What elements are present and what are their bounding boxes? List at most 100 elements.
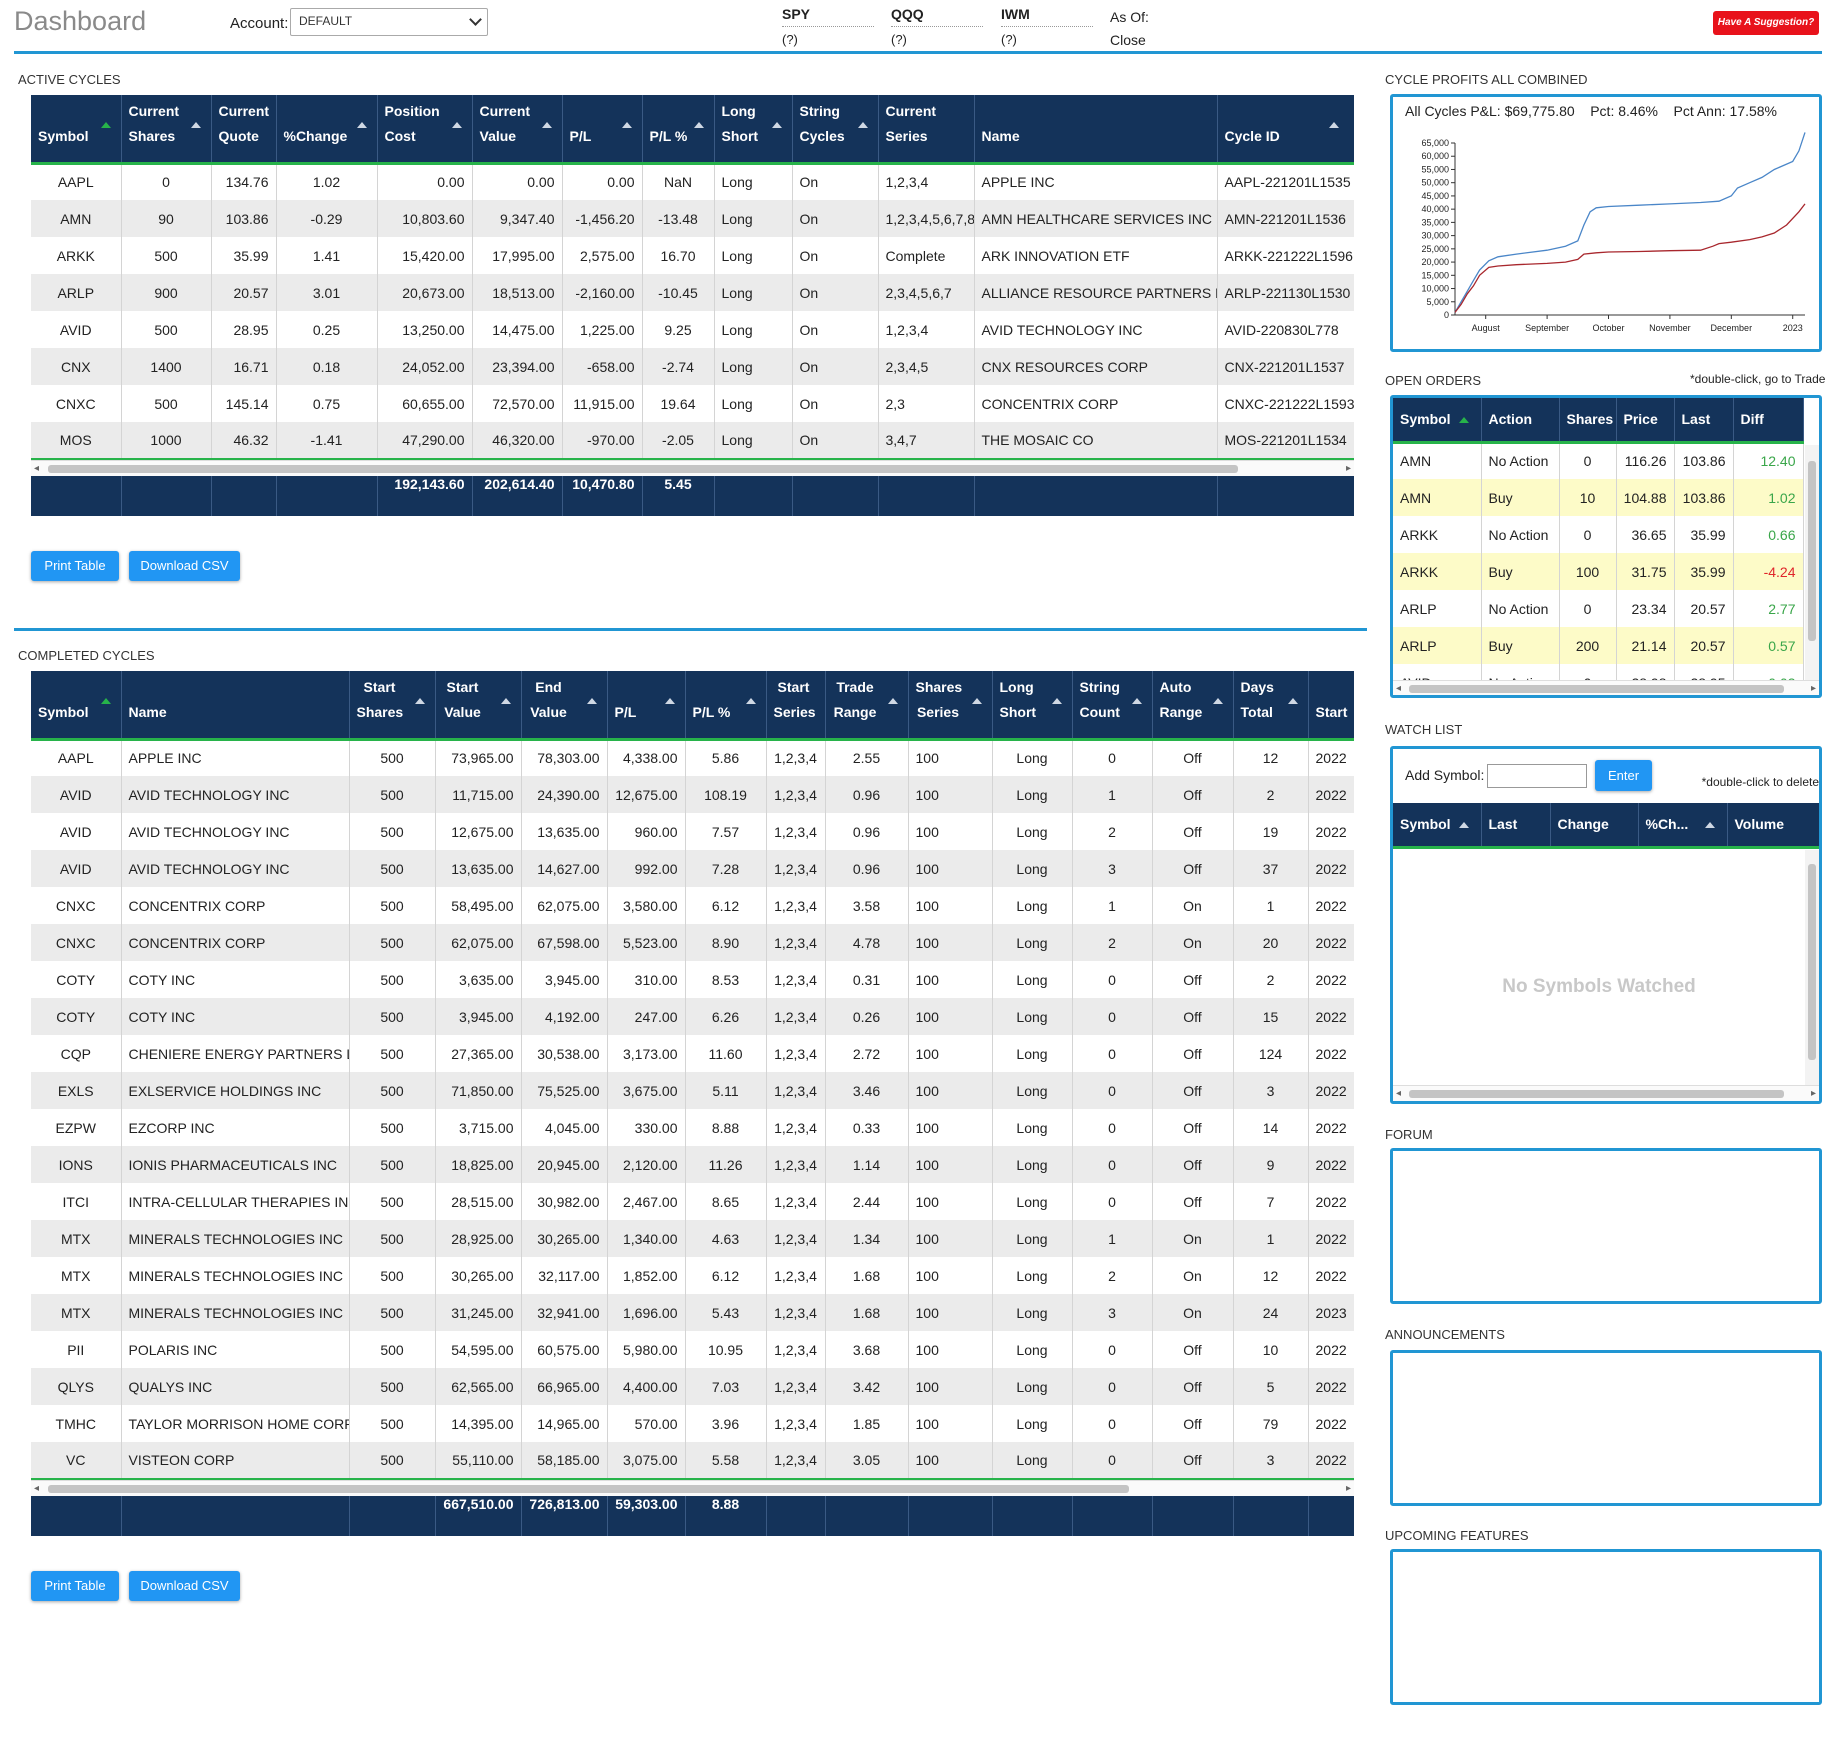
table-row[interactable]: MTX MINERALS TECHNOLOGIES INC 500 28,925.00… [31,1220,1354,1257]
col-trade-range[interactable]: Trade Range [825,671,909,739]
table-row[interactable]: EZPW EZCORP INC 500 3,715.00 4,045.00 330.00 8… [31,1109,1354,1146]
add-symbol-input[interactable] [1487,764,1587,788]
horizontal-scrollbar[interactable]: ◂ ▸ [31,460,1354,476]
col-auto-range[interactable]: Auto Range [1152,671,1234,739]
col-start-shares[interactable]: Start Shares [349,671,436,739]
col-current-quote[interactable]: Current Quote [211,95,277,163]
col-position-cost[interactable]: Position Cost [377,95,473,163]
horizontal-scrollbar[interactable]: ◂ ▸ [1393,680,1819,695]
table-row[interactable]: COTY COTY INC 500 3,635.00 3,945.00 310.00 8.5… [31,961,1354,998]
col-string-count[interactable]: String Count [1072,671,1153,739]
scrollbar-thumb[interactable] [1808,864,1816,1060]
table-row[interactable]: EXLS EXLSERVICE HOLDINGS INC 500 71,850.00 7… [31,1072,1354,1109]
col-diff[interactable]: Diff [1733,398,1804,442]
col-price[interactable]: Price [1616,398,1675,442]
table-row[interactable]: AVID 500 28.95 0.25 13,250.00 14,475.00 1,225.… [31,311,1354,348]
table-row[interactable]: MOS 1000 46.32 -1.41 47,290.00 46,320.00 -970.… [31,422,1354,459]
scroll-right-icon[interactable]: ▸ [1810,683,1816,694]
scrollbar-thumb[interactable] [1808,461,1816,641]
col-last[interactable]: Last [1674,398,1734,442]
col-cycle-id[interactable]: Cycle ID [1217,95,1354,163]
col-name[interactable]: Name [974,95,1218,163]
account-select[interactable]: DEFAULT [290,8,488,36]
col-end-value[interactable]: End Value [521,671,608,739]
table-row[interactable]: CNXC 500 145.14 0.75 60,655.00 72,570.00 11,91… [31,385,1354,422]
table-row[interactable]: QLYS QUALYS INC 500 62,565.00 66,965.00 4,400… [31,1368,1354,1405]
col-volume[interactable]: Volume [1727,803,1819,847]
table-row[interactable]: ARKK 500 35.99 1.41 15,420.00 17,995.00 2,575.… [31,237,1354,274]
table-row[interactable]: PII POLARIS INC 500 54,595.00 60,575.00 5,980… [31,1331,1354,1368]
horizontal-scrollbar[interactable]: ◂ ▸ [31,1480,1354,1496]
table-row[interactable]: ITCI INTRA-CELLULAR THERAPIES INC 500 28,51… [31,1183,1354,1220]
order-row[interactable]: ARKK No Action 0 36.65 35.99 0.66 [1393,516,1804,553]
col-long-short[interactable]: Long Short [714,95,793,163]
download-csv-button[interactable]: Download CSV [129,551,240,581]
col-current-value[interactable]: Current Value [472,95,563,163]
vertical-scrollbar[interactable] [1805,850,1819,1086]
col-start[interactable]: Start [1308,671,1354,739]
print-table-button[interactable]: Print Table [31,551,119,581]
col-start-value[interactable]: Start Value [435,671,522,739]
download-csv-button[interactable]: Download CSV [129,1571,240,1601]
col-pl-pct[interactable]: P/L % [642,95,715,163]
col-current-series[interactable]: Current Series [878,95,975,163]
col-shares-series[interactable]: Shares Series [908,671,993,739]
table-row[interactable]: VC VISTEON CORP 500 55,110.00 58,185.00 3,075… [31,1442,1354,1479]
table-row[interactable]: AVID AVID TECHNOLOGY INC 500 11,715.00 24,39… [31,776,1354,813]
scroll-right-icon[interactable]: ▸ [1345,1483,1351,1494]
col-symbol[interactable]: Symbol [31,95,122,163]
col-start-series[interactable]: Start Series [766,671,826,739]
scrollbar-thumb[interactable] [48,1485,1129,1493]
table-row[interactable]: COTY COTY INC 500 3,945.00 4,192.00 247.00 6.2… [31,998,1354,1035]
table-row[interactable]: MTX MINERALS TECHNOLOGIES INC 500 31,245.00… [31,1294,1354,1331]
table-row[interactable]: CQP CHENIERE ENERGY PARTNERS LP 500 27,365.… [31,1035,1354,1072]
col-symbol[interactable]: Symbol [1393,398,1482,442]
col-symbol[interactable]: Symbol [31,671,122,739]
table-row[interactable]: AMN 90 103.86 -0.29 10,803.60 9,347.40 -1,456.… [31,200,1354,237]
table-row[interactable]: AAPL 0 134.76 1.02 0.00 0.00 0.00 NaN Long On 1,2,… [31,163,1354,200]
col-long-short[interactable]: Long Short [992,671,1073,739]
table-row[interactable]: CNX 1400 16.71 0.18 24,052.00 23,394.00 -658.0… [31,348,1354,385]
suggestion-button[interactable]: Have A Suggestion? [1713,11,1819,35]
scroll-left-icon[interactable]: ◂ [1396,683,1402,694]
table-row[interactable]: TMHC TAYLOR MORRISON HOME CORP 500 14,395.0… [31,1405,1354,1442]
col-last[interactable]: Last [1481,803,1551,847]
table-row[interactable]: CNXC CONCENTRIX CORP 500 58,495.00 62,075.00… [31,887,1354,924]
print-table-button[interactable]: Print Table [31,1571,119,1601]
scroll-left-icon[interactable]: ◂ [34,1483,40,1494]
vertical-scrollbar[interactable] [1805,445,1819,680]
col-current-shares[interactable]: Current Shares [121,95,212,163]
scroll-left-icon[interactable]: ◂ [1396,1088,1402,1099]
table-row[interactable]: ARLP 900 20.57 3.01 20,673.00 18,513.00 -2,160… [31,274,1354,311]
col-days-total[interactable]: Days Total [1233,671,1309,739]
table-row[interactable]: CNXC CONCENTRIX CORP 500 62,075.00 67,598.00… [31,924,1354,961]
table-row[interactable]: MTX MINERALS TECHNOLOGIES INC 500 30,265.00… [31,1257,1354,1294]
scrollbar-thumb[interactable] [48,465,1238,473]
col-symbol[interactable]: Symbol [1393,803,1482,847]
scroll-right-icon[interactable]: ▸ [1810,1088,1816,1099]
table-row[interactable]: IONS IONIS PHARMACEUTICALS INC 500 18,825.0… [31,1146,1354,1183]
table-row[interactable]: AVID AVID TECHNOLOGY INC 500 12,675.00 13,63… [31,813,1354,850]
order-row[interactable]: ARKK Buy 100 31.75 35.99 -4.24 [1393,553,1804,590]
horizontal-scrollbar[interactable]: ◂ ▸ [1393,1085,1819,1101]
table-row[interactable]: AAPL APPLE INC 500 73,965.00 78,303.00 4,338.… [31,739,1354,776]
col-pct-change[interactable]: %Change [276,95,378,163]
order-row[interactable]: AMN Buy 10 104.88 103.86 1.02 [1393,479,1804,516]
enter-button[interactable]: Enter [1595,760,1652,791]
col-pct-change[interactable]: %Ch... [1638,803,1728,847]
col-string-cycles[interactable]: String Cycles [792,95,879,163]
scrollbar-thumb[interactable] [1409,1090,1784,1098]
order-row[interactable]: ARLP Buy 200 21.14 20.57 0.57 [1393,627,1804,664]
scrollbar-thumb[interactable] [1409,685,1784,693]
scroll-right-icon[interactable]: ▸ [1345,463,1351,474]
col-change[interactable]: Change [1550,803,1639,847]
col-name[interactable]: Name [121,671,350,739]
order-row[interactable]: AMN No Action 0 116.26 103.86 12.40 [1393,442,1804,479]
order-row[interactable]: ARLP No Action 0 23.34 20.57 2.77 [1393,590,1804,627]
col-pl-pct[interactable]: P/L % [685,671,767,739]
col-pl[interactable]: P/L [607,671,686,739]
col-shares[interactable]: Shares [1559,398,1617,442]
col-pl[interactable]: P/L [562,95,643,163]
table-row[interactable]: AVID AVID TECHNOLOGY INC 500 13,635.00 14,62… [31,850,1354,887]
col-action[interactable]: Action [1481,398,1560,442]
